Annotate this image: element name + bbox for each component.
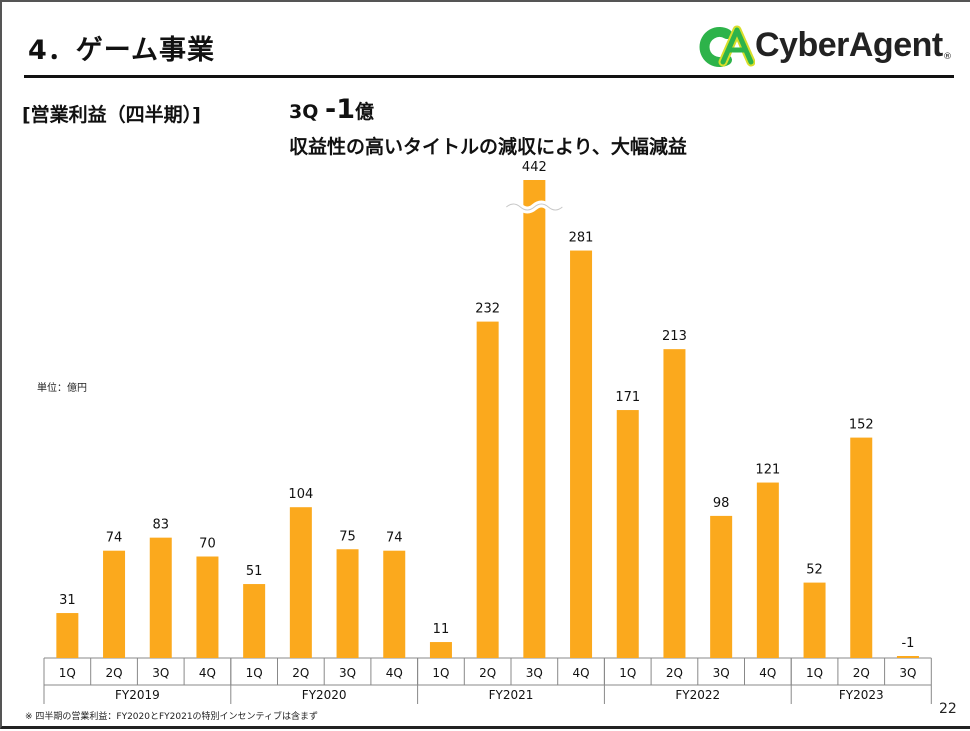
tick-label-FY2020-2Q: 2Q [292,666,309,680]
bar-FY2021-2Q [476,321,499,658]
tick-label-FY2019-3Q: 3Q [152,666,169,680]
bar-FY2020-4Q [383,550,406,658]
value-label-FY2020-1Q: 51 [246,564,263,579]
tick-label-FY2021-1Q: 1Q [432,666,449,680]
headline-value: -1 [325,94,355,125]
bar-FY2020-2Q [289,507,312,658]
logo-wordmark: CyberAgent [755,26,943,64]
value-label-FY2019-1Q: 31 [59,593,76,608]
bar-FY2021-3Q [523,180,546,658]
tick-label-FY2019-4Q: 4Q [199,666,216,680]
bar-FY2022-2Q [663,349,686,658]
tick-label-FY2022-3Q: 3Q [713,666,730,680]
value-label-FY2023-3Q: -1 [901,636,914,651]
axis-break-outline [506,203,563,211]
value-label-FY2023-2Q: 152 [849,418,874,433]
tick-label-FY2022-4Q: 4Q [759,666,776,680]
value-label-FY2022-4Q: 121 [755,463,780,478]
tick-label-FY2021-2Q: 2Q [479,666,496,680]
registered-mark: ® [943,52,952,62]
title-divider [24,75,954,78]
value-label-FY2021-3Q: 442 [522,160,547,175]
bar-FY2019-3Q [149,537,172,658]
tick-label-FY2019-2Q: 2Q [106,666,123,680]
tick-label-FY2020-3Q: 3Q [339,666,356,680]
bar-FY2021-1Q [429,642,452,658]
page-number: 22 [939,701,957,717]
group-label-FY2021: FY2021 [489,688,534,702]
value-label-FY2019-3Q: 83 [152,518,169,533]
value-label-FY2020-2Q: 104 [288,487,313,502]
value-label-FY2022-2Q: 213 [662,329,687,344]
bar-FY2021-4Q [570,250,593,659]
group-label-FY2020: FY2020 [302,688,347,702]
value-label-FY2021-2Q: 232 [475,302,500,317]
bar-FY2023-3Q [896,656,919,658]
tick-label-FY2022-1Q: 1Q [619,666,636,680]
bar-FY2022-1Q [616,410,639,658]
tick-label-FY2022-2Q: 2Q [666,666,683,680]
bar-FY2020-3Q [336,549,359,658]
value-label-FY2022-3Q: 98 [713,496,730,511]
tick-label-FY2020-1Q: 1Q [246,666,263,680]
headline-quarter: 3Q [289,101,325,123]
section-label: [営業利益（四半期）] [22,104,201,126]
bar-FY2019-2Q [103,550,126,658]
group-label-FY2023: FY2023 [839,688,884,702]
value-label-FY2021-4Q: 281 [569,231,594,246]
group-label-FY2022: FY2022 [675,688,720,702]
unit-note: 単位：億円 [37,383,87,394]
headline: 3Q -1億 [289,94,374,125]
value-label-FY2020-3Q: 75 [339,529,356,544]
value-label-FY2019-2Q: 74 [106,531,123,546]
headline-unit: 億 [355,101,375,123]
headline-summary: 収益性の高いタイトルの減収により、大幅減益 [289,136,687,158]
value-label-FY2023-1Q: 52 [806,563,823,578]
page-title: 4．ゲーム事業 [28,35,215,66]
bar-FY2019-1Q [56,613,79,658]
value-label-FY2020-4Q: 74 [386,531,403,546]
cyberagent-logo: CyberAgent ® [697,24,962,70]
bar-FY2022-3Q [710,515,733,658]
bar-FY2023-1Q [803,582,826,658]
value-label-FY2021-1Q: 11 [433,622,450,637]
tick-label-FY2023-1Q: 1Q [806,666,823,680]
tick-label-FY2020-4Q: 4Q [386,666,403,680]
value-label-FY2022-1Q: 171 [615,390,640,405]
tick-label-FY2023-3Q: 3Q [899,666,916,680]
tick-label-FY2023-2Q: 2Q [853,666,870,680]
bar-FY2022-4Q [756,482,779,658]
group-label-FY2019: FY2019 [115,688,160,702]
bar-FY2020-1Q [243,584,266,658]
tick-label-FY2021-3Q: 3Q [526,666,543,680]
ca-logo-mark-icon [699,25,755,67]
value-label-FY2019-4Q: 70 [199,537,216,552]
bar-FY2019-4Q [196,556,219,658]
bar-FY2023-2Q [850,437,873,658]
footnote: ※ 四半期の営業利益：FY2020とFY2021の特別インセンティブは含まず [25,712,319,722]
tick-label-FY2021-4Q: 4Q [573,666,590,680]
tick-label-FY2019-1Q: 1Q [59,666,76,680]
